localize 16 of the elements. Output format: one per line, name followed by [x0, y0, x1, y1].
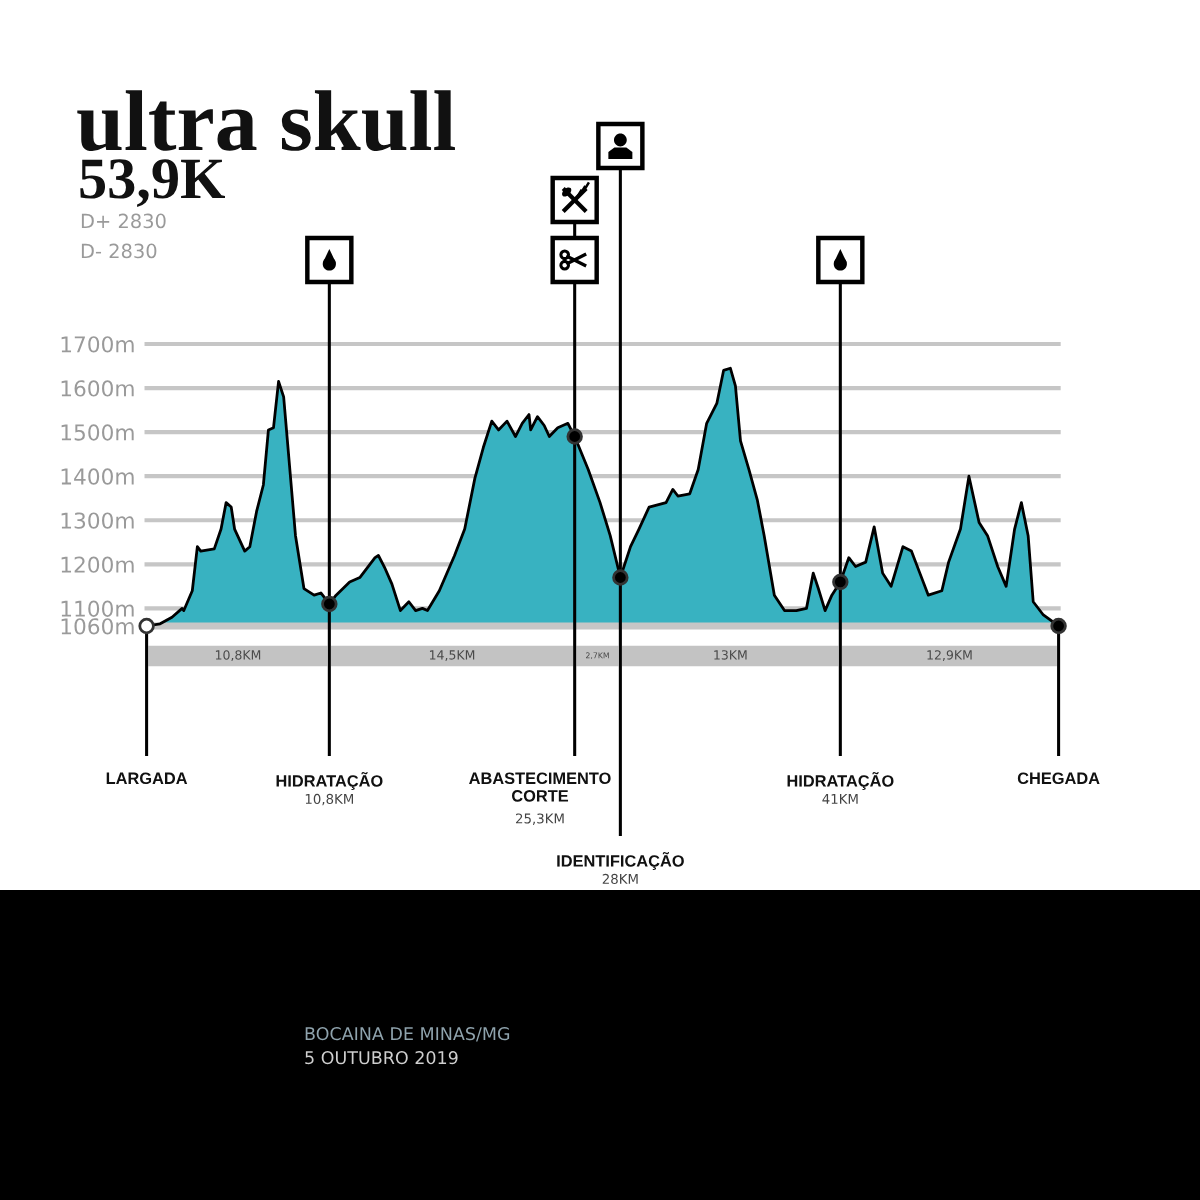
y-tick-label: 1300m — [61, 512, 134, 529]
chart-subtitle: 53,9K — [80, 159, 225, 208]
ref-line-label: LARGADA — [106, 772, 188, 785]
y-tick-label: 1100m — [61, 600, 134, 617]
text: 5 OUTUBRO 2019 — [305, 1051, 458, 1065]
ref-line-label: CHEGADA — [1017, 772, 1100, 785]
y-tick-label: 1200m — [61, 556, 134, 573]
y-tick-label: 1060m — [61, 618, 134, 635]
text: BOCAINA DE MINAS/MG — [305, 1027, 510, 1042]
y-tick-label: 1700m — [61, 336, 134, 353]
y-tick-label: 1400m — [61, 468, 134, 485]
text: D+ 2830 — [81, 213, 166, 229]
y-tick-label: 1500m — [61, 424, 134, 441]
y-tick-label: 1600m — [61, 380, 134, 397]
chart-title: ultra skull — [77, 90, 455, 152]
text: D- 2830 — [81, 243, 157, 259]
